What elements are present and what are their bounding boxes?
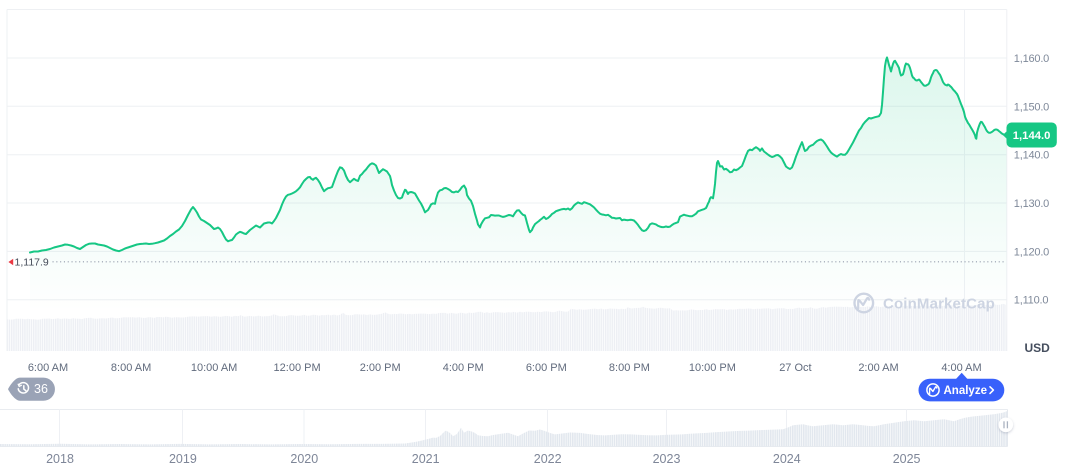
svg-text:1,120.0: 1,120.0: [1014, 246, 1049, 258]
svg-text:1,150.0: 1,150.0: [1014, 101, 1049, 113]
svg-text:1,144.0: 1,144.0: [1013, 130, 1051, 142]
svg-text:2023: 2023: [653, 452, 681, 466]
svg-text:6:00 PM: 6:00 PM: [526, 362, 567, 374]
svg-text:2025: 2025: [893, 452, 921, 466]
svg-text:1,117.9: 1,117.9: [15, 257, 49, 269]
svg-text:1,160.0: 1,160.0: [1014, 53, 1049, 65]
svg-text:6:00 AM: 6:00 AM: [28, 362, 68, 374]
svg-text:4:00 PM: 4:00 PM: [443, 362, 484, 374]
svg-text:2024: 2024: [773, 452, 801, 466]
svg-text:4:00 AM: 4:00 AM: [941, 362, 981, 374]
svg-text:2018: 2018: [46, 452, 74, 466]
svg-text:1,130.0: 1,130.0: [1014, 198, 1049, 210]
svg-text:1,140.0: 1,140.0: [1014, 150, 1049, 162]
svg-text:Analyze: Analyze: [944, 385, 987, 397]
svg-text:2:00 PM: 2:00 PM: [360, 362, 401, 374]
svg-text:2019: 2019: [169, 452, 197, 466]
svg-text:8:00 AM: 8:00 AM: [111, 362, 151, 374]
svg-text:1,110.0: 1,110.0: [1014, 295, 1049, 307]
svg-text:10:00 PM: 10:00 PM: [689, 362, 736, 374]
svg-text:36: 36: [34, 382, 48, 396]
svg-text:2021: 2021: [412, 452, 440, 466]
svg-text:8:00 PM: 8:00 PM: [609, 362, 650, 374]
svg-text:2:00 AM: 2:00 AM: [858, 362, 898, 374]
svg-text:CoinMarketCap: CoinMarketCap: [883, 296, 995, 313]
svg-text:12:00 PM: 12:00 PM: [274, 362, 321, 374]
svg-text:USD: USD: [1025, 341, 1051, 355]
svg-text:27 Oct: 27 Oct: [779, 362, 811, 374]
svg-text:2022: 2022: [534, 452, 562, 466]
svg-text:10:00 AM: 10:00 AM: [191, 362, 237, 374]
svg-text:2020: 2020: [290, 452, 318, 466]
